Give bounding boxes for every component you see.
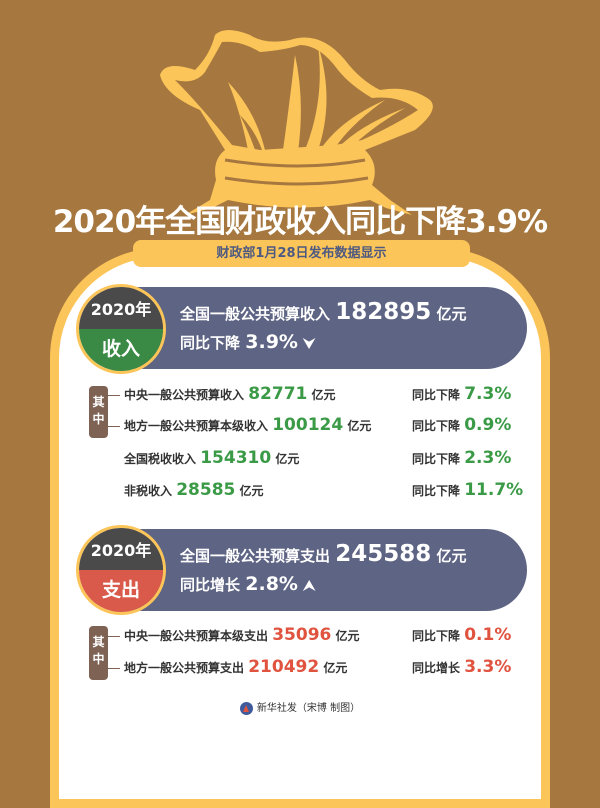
expenditure-change-value: 2.8% — [245, 573, 298, 595]
item-value: 35096 — [272, 625, 332, 645]
expenditure-total-unit: 亿元 — [436, 547, 467, 565]
tag-char: 其 — [92, 635, 105, 649]
revenue-total-unit: 亿元 — [436, 305, 467, 323]
revenue-item: 中央一般公共预算收入 82771 亿元 — [124, 384, 336, 404]
change-label: 同比下降 — [412, 452, 461, 466]
change-label: 同比增长 — [412, 661, 461, 675]
expenditure-total-label: 全国一般公共预算支出 — [180, 547, 331, 565]
change-value: 3.3% — [464, 657, 512, 677]
change-label: 同比下降 — [412, 484, 461, 498]
expenditure-banner: 全国一般公共预算支出 245588 亿元 同比增长 2.8% ⮝ — [95, 529, 527, 611]
revenue-total-value: 182895 — [335, 299, 432, 325]
revenue-label: 收入 — [79, 329, 163, 371]
revenue-total-label: 全国一般公共预算收入 — [180, 305, 331, 323]
expenditure-year-badge: 2020年 支出 — [76, 525, 166, 615]
change-value: 0.9% — [464, 415, 512, 435]
expenditure-item-change: 同比下降 0.1% — [412, 625, 511, 645]
item-value: 82771 — [248, 384, 308, 404]
credit-footer: 新华社发（宋博 制图） — [0, 699, 600, 715]
item-unit: 亿元 — [239, 484, 264, 498]
revenue-change-value: 3.9% — [245, 331, 298, 353]
connector — [108, 395, 120, 396]
tag-char: 中 — [92, 652, 105, 666]
change-label: 同比下降 — [412, 388, 461, 402]
item-unit: 亿元 — [335, 629, 360, 643]
item-label: 全国税收收入 — [124, 452, 197, 466]
revenue-year-badge: 2020年 收入 — [76, 284, 166, 374]
page-title: 2020年全国财政收入同比下降3.9% — [52, 204, 548, 240]
money-bag-icon — [160, 30, 433, 215]
expenditure-change-label: 同比增长 — [180, 576, 241, 594]
expenditure-item: 中央一般公共预算本级支出 35096 亿元 — [124, 625, 360, 645]
item-unit: 亿元 — [323, 661, 348, 675]
revenue-item: 全国税收收入 154310 亿元 — [124, 448, 299, 468]
item-value: 210492 — [248, 657, 320, 677]
revenue-banner: 全国一般公共预算收入 182895 亿元 同比下降 3.9% ⮟ — [95, 287, 527, 369]
item-unit: 亿元 — [347, 419, 372, 433]
item-value: 154310 — [200, 448, 272, 468]
revenue-sub-tag: 其中 — [89, 386, 108, 438]
revenue-item-change: 同比下降 2.3% — [412, 448, 511, 468]
tag-char: 中 — [92, 412, 105, 426]
connector — [108, 426, 120, 427]
item-value: 28585 — [176, 480, 236, 500]
item-unit: 亿元 — [275, 452, 300, 466]
item-unit: 亿元 — [311, 388, 336, 402]
change-value: 0.1% — [464, 625, 512, 645]
expenditure-item-change: 同比增长 3.3% — [412, 657, 511, 677]
revenue-change-label: 同比下降 — [180, 334, 241, 352]
item-label: 中央一般公共预算收入 — [124, 388, 245, 402]
item-value: 100124 — [272, 415, 344, 435]
change-value: 2.3% — [464, 448, 512, 468]
change-label: 同比下降 — [412, 419, 461, 433]
item-label: 中央一般公共预算本级支出 — [124, 629, 269, 643]
down-arrow-icon: ⮟ — [303, 336, 316, 352]
revenue-item-change: 同比下降 11.7% — [412, 480, 523, 500]
change-value: 11.7% — [464, 480, 524, 500]
tag-char: 其 — [92, 395, 105, 409]
expenditure-total-value: 245588 — [335, 541, 432, 567]
change-label: 同比下降 — [412, 629, 461, 643]
up-arrow-icon: ⮝ — [303, 578, 316, 594]
revenue-item-change: 同比下降 7.3% — [412, 384, 511, 404]
connector — [108, 636, 120, 637]
subtitle: 财政部1月28日发布数据显示 — [133, 240, 470, 267]
revenue-item: 非税收入 28585 亿元 — [124, 480, 264, 500]
credit-text: 新华社发（宋博 制图） — [256, 703, 361, 714]
expenditure-sub-tag: 其中 — [89, 626, 108, 680]
item-label: 非税收入 — [124, 484, 173, 498]
item-label: 地方一般公共预算支出 — [124, 661, 245, 675]
revenue-item: 地方一般公共预算本级收入 100124 亿元 — [124, 415, 371, 435]
connector — [108, 668, 120, 669]
expenditure-item: 地方一般公共预算支出 210492 亿元 — [124, 657, 347, 677]
item-label: 地方一般公共预算本级收入 — [124, 419, 269, 433]
xinhua-logo-icon — [239, 701, 253, 715]
change-value: 7.3% — [464, 384, 512, 404]
revenue-item-change: 同比下降 0.9% — [412, 415, 511, 435]
